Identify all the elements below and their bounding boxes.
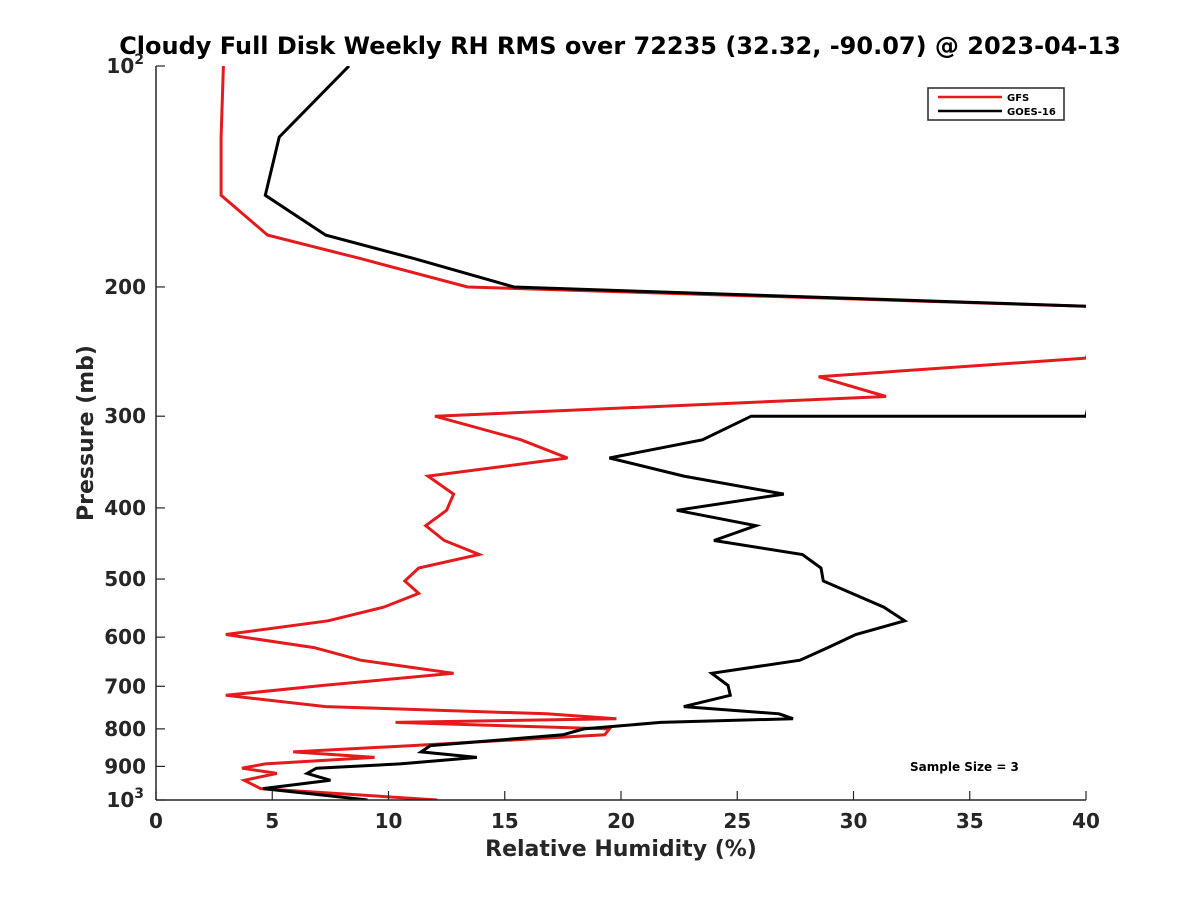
x-tick-label: 30 — [840, 809, 868, 833]
legend-label-gfs: GFS — [1007, 93, 1029, 104]
series-line-goes16 — [262, 66, 1086, 800]
sample-size-annotation: Sample Size = 3 — [910, 760, 1019, 774]
x-ticks: 0 5 10 15 20 25 30 35 40 — [149, 791, 1100, 833]
y-ticks: 102 200 300 400 500 600 700 800 900 103 — [104, 52, 165, 812]
x-tick-label: 35 — [956, 809, 984, 833]
y-tick-label: 400 — [104, 496, 146, 520]
y-tick-label: 700 — [104, 674, 146, 698]
x-axis-label: Relative Humidity (%) — [485, 837, 757, 862]
legend-label-goes16: GOES-16 — [1007, 107, 1056, 118]
y-tick-label: 200 — [104, 275, 146, 299]
x-tick-label: 5 — [265, 809, 279, 833]
y-tick-label: 500 — [104, 567, 146, 591]
y-tick-label: 102 — [106, 52, 144, 78]
series-line-gfs — [219, 66, 1086, 800]
x-tick-label: 40 — [1072, 809, 1100, 833]
x-tick-label: 20 — [607, 809, 635, 833]
x-tick-label: 10 — [375, 809, 403, 833]
x-tick-label: 15 — [491, 809, 519, 833]
y-tick-label: 600 — [104, 625, 146, 649]
y-tick-label: 103 — [106, 786, 144, 812]
series-layer — [219, 66, 1086, 800]
legend-box — [927, 87, 1065, 121]
y-tick-label: 900 — [104, 754, 146, 778]
y-tick-label: 300 — [104, 404, 146, 428]
chart-title: Cloudy Full Disk Weekly RH RMS over 7223… — [119, 32, 1121, 60]
y-axis-label: Pressure (mb) — [74, 345, 99, 521]
y-tick-label: 800 — [104, 717, 146, 741]
legend: GFS GOES-16 — [927, 87, 1065, 121]
x-tick-label: 0 — [149, 809, 163, 833]
x-tick-label: 25 — [723, 809, 751, 833]
